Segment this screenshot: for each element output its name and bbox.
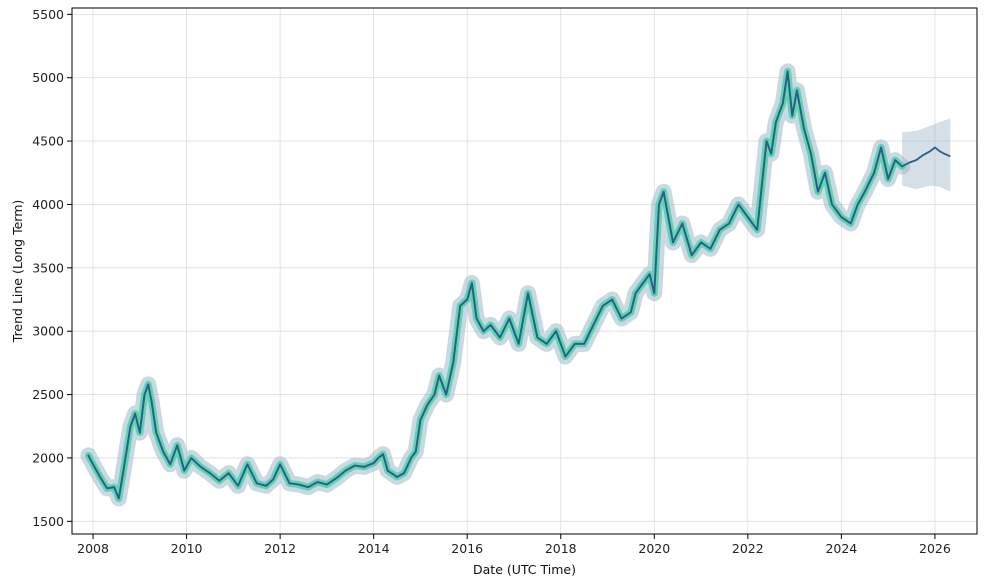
y-tick-label: 3500 [32, 260, 64, 275]
plot-frame [71, 7, 978, 535]
x-tick-label: 2024 [825, 541, 857, 556]
y-tick-label: 5500 [32, 7, 64, 22]
x-tick-label: 2008 [77, 541, 109, 556]
y-tick-label: 3000 [32, 324, 64, 339]
y-tick-label: 2500 [32, 387, 64, 402]
x-tick-label: 2018 [545, 541, 577, 556]
history-trend-line [87, 70, 904, 500]
y-tick-label: 5000 [32, 70, 64, 85]
history-halo [80, 63, 911, 507]
x-axis-ticks: 2008 2010 2012 2014 2016 2018 2020 2022 2024 2026 [77, 534, 951, 556]
y-tick-label: 4000 [32, 197, 64, 212]
confidence-band-layer [902, 118, 951, 192]
y-tick-label: 2000 [32, 450, 64, 465]
y-tick-label: 4500 [32, 134, 64, 149]
x-tick-label: 2020 [638, 541, 670, 556]
x-tick-label: 2016 [451, 541, 483, 556]
confidence-band [902, 118, 951, 192]
x-tick-label: 2010 [171, 541, 203, 556]
y-axis-ticks: 1500 2000 2500 3000 3500 4000 4500 5000 5500 [32, 7, 72, 529]
x-tick-label: 2014 [358, 541, 390, 556]
series-layer [80, 63, 951, 507]
x-tick-label: 2022 [732, 541, 764, 556]
forecast-trend-line [901, 146, 951, 168]
grid [72, 8, 977, 534]
x-tick-label: 2012 [264, 541, 296, 556]
y-tick-label: 1500 [32, 514, 64, 529]
x-axis-title: Date (UTC Time) [473, 562, 576, 577]
y-axis-title: Trend Line (Long Term) [10, 200, 25, 343]
x-tick-label: 2026 [919, 541, 951, 556]
